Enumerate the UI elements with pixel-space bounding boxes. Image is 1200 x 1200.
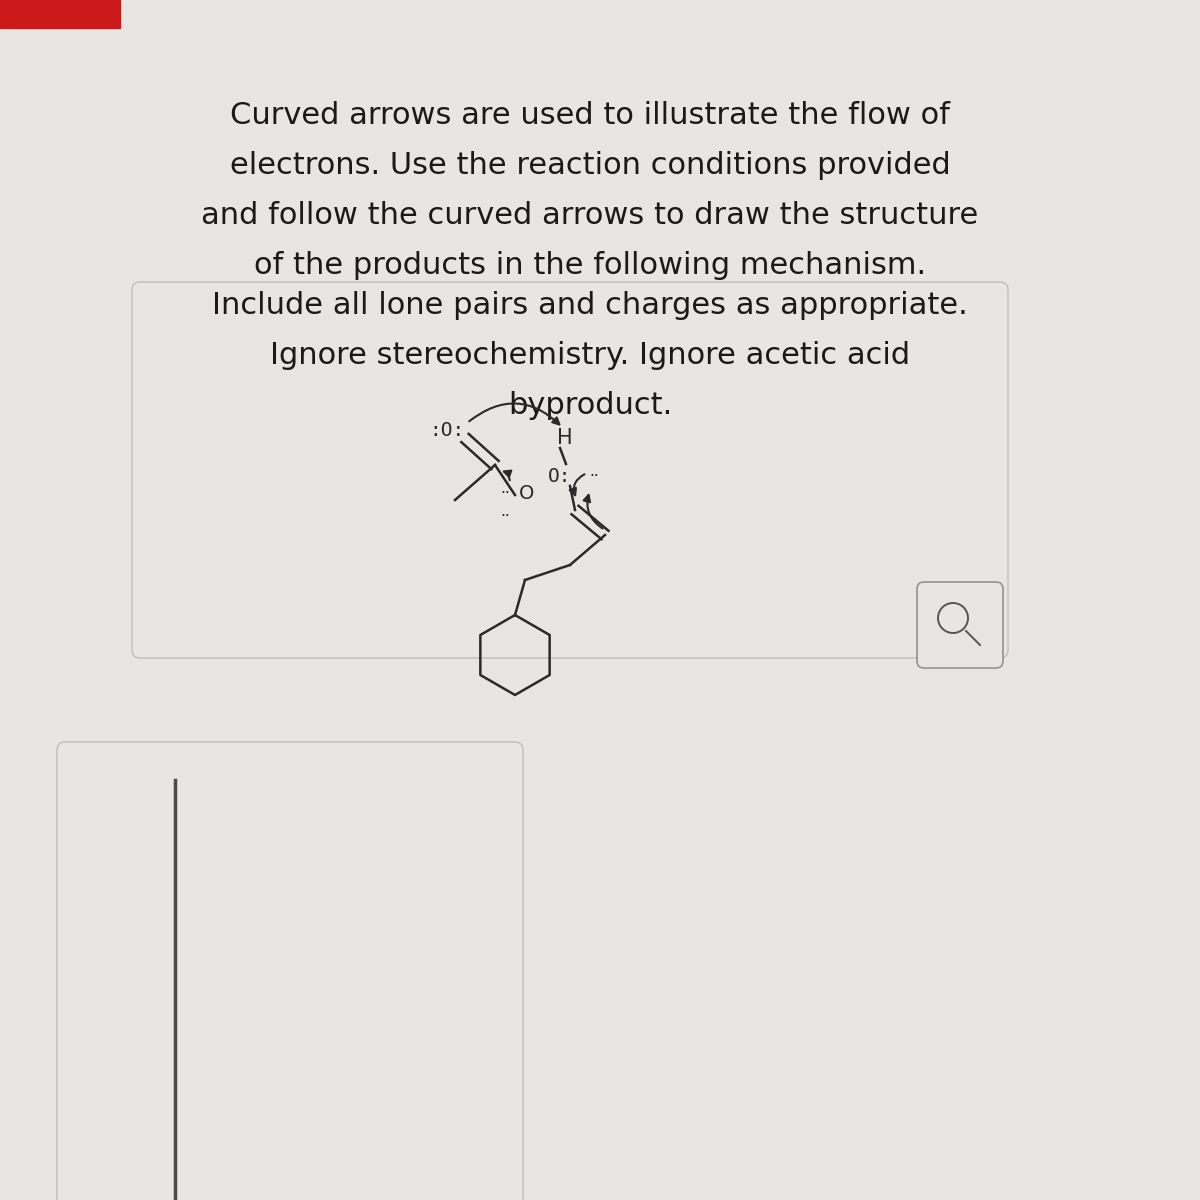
Text: H: H xyxy=(557,428,572,448)
Text: Curved arrows are used to illustrate the flow of: Curved arrows are used to illustrate the… xyxy=(230,101,950,130)
Text: ··: ·· xyxy=(500,486,510,500)
Text: of the products in the following mechanism.: of the products in the following mechani… xyxy=(254,251,926,280)
Text: and follow the curved arrows to draw the structure: and follow the curved arrows to draw the… xyxy=(202,200,979,229)
Text: Ignore stereochemistry. Ignore acetic acid: Ignore stereochemistry. Ignore acetic ac… xyxy=(270,341,910,370)
FancyBboxPatch shape xyxy=(917,582,1003,668)
Text: byproduct.: byproduct. xyxy=(508,390,672,420)
Text: ··: ·· xyxy=(589,468,599,484)
Text: O: O xyxy=(520,484,535,503)
FancyBboxPatch shape xyxy=(58,742,523,1200)
Text: Include all lone pairs and charges as appropriate.: Include all lone pairs and charges as ap… xyxy=(212,290,968,319)
Bar xyxy=(0,0,120,28)
Text: ··: ·· xyxy=(500,510,510,524)
Text: :O:: :O: xyxy=(430,420,464,439)
Text: O:: O: xyxy=(548,467,571,486)
Text: electrons. Use the reaction conditions provided: electrons. Use the reaction conditions p… xyxy=(229,150,950,180)
FancyBboxPatch shape xyxy=(132,282,1008,658)
